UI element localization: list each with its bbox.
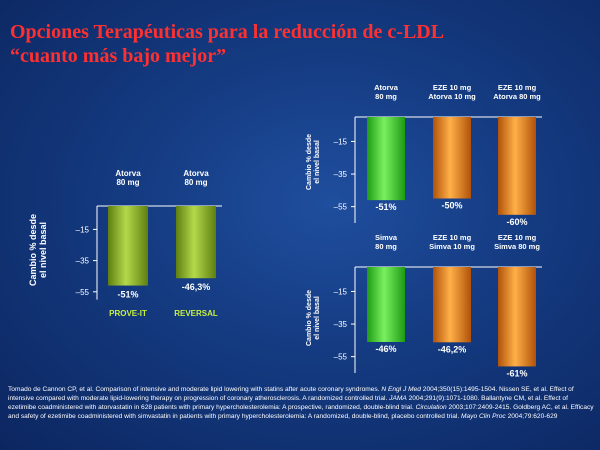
- category-label: EZE 10 mg: [498, 83, 537, 92]
- y-tick-label: –35: [76, 257, 90, 266]
- y-axis-label-line: el nivel basal: [314, 296, 321, 340]
- category-label: 80 mg: [375, 242, 397, 251]
- y-tick-label: –55: [334, 203, 348, 212]
- footnote-journal: Circulation: [415, 404, 447, 411]
- category-label: EZE 10 mg: [498, 233, 537, 242]
- y-axis-label-line: Cambio % desde: [306, 290, 313, 346]
- bar: [367, 117, 405, 201]
- data-label: -46,2%: [438, 344, 467, 354]
- category-label: Atorva 80 mg: [493, 92, 541, 101]
- chart-1: –15 –35 –55 Cambio % desdeel nivel basal Ato…: [28, 169, 222, 318]
- y-tick-label: –55: [76, 288, 90, 297]
- data-label: -50%: [441, 201, 462, 211]
- y-tick-label: –15: [76, 225, 90, 234]
- y-axis-label: Cambio % desdeel nivel basal: [28, 214, 48, 286]
- slide-title: Opciones Terapéuticas para la reducción …: [10, 20, 595, 68]
- category-label: Atorva: [115, 169, 141, 178]
- category-label: Atorva 10 mg: [428, 92, 476, 101]
- category-label: EZE 10 mg: [433, 233, 472, 242]
- y-axis-label-line: Cambio % desde: [306, 134, 313, 190]
- y-axis-label: Cambio % desdeel nivel basal: [306, 290, 321, 346]
- data-label: -46,3%: [182, 282, 211, 292]
- y-axis-label-line: el nivel basal: [314, 140, 321, 184]
- footnote-text: 2004;291(9):1071-1080. Ballantyne CM, et…: [8, 395, 568, 411]
- data-label: -51%: [375, 202, 396, 212]
- y-tick-label: –15: [334, 287, 348, 296]
- footnote-text: 2003;107:2409-2415. Goldberg AC, et al. …: [8, 404, 594, 420]
- bar: [108, 206, 148, 286]
- footnote-journal: N Engl J Med: [381, 386, 421, 393]
- category-label: Simva 80 mg: [494, 242, 540, 251]
- y-axis-label-line: Cambio % desde: [28, 214, 38, 286]
- data-label: -51%: [117, 290, 138, 300]
- footnote-text: 2004;350(15):1495-1504. Nissen SE, et al…: [8, 386, 574, 402]
- footnote-journal: JAMA: [389, 395, 407, 402]
- chart-3: –15 –35 –55 Cambio % desdeel nivel basal Sim…: [306, 233, 542, 378]
- y-axis-label-line: el nivel basal: [38, 222, 48, 278]
- footnote-references: Tomado de Cannon CP, et al. Comparison o…: [8, 385, 596, 421]
- y-axis-label: Cambio % desdeel nivel basal: [306, 134, 321, 190]
- trial-label: REVERSAL: [174, 309, 218, 318]
- category-label: Atorva: [183, 169, 209, 178]
- category-label: 80 mg: [184, 178, 207, 187]
- y-tick-label: –15: [334, 137, 348, 146]
- bar: [433, 117, 471, 199]
- footnote-journal: Mayo Clin Proc: [461, 413, 506, 420]
- category-label: 80 mg: [116, 178, 139, 187]
- chart-2: –15 –35 –55 Cambio % desdeel nivel basal Ato…: [306, 83, 542, 227]
- y-tick-label: –35: [334, 320, 348, 329]
- footnote-text: Tomado de Cannon CP, et al. Comparison o…: [8, 386, 382, 393]
- footnote-text: 2004;79:620-629: [505, 413, 558, 420]
- y-tick-label: –35: [334, 170, 348, 179]
- bar: [367, 267, 405, 342]
- data-label: -46%: [375, 344, 396, 354]
- bar: [176, 206, 216, 279]
- category-label: Atorva: [374, 83, 399, 92]
- data-label: -61%: [506, 368, 527, 378]
- data-label: -60%: [506, 217, 527, 227]
- title-line-2: “cuanto más bajo mejor”: [10, 45, 227, 67]
- category-label: EZE 10 mg: [433, 83, 472, 92]
- category-label: 80 mg: [375, 92, 397, 101]
- category-label: Simva 10 mg: [429, 242, 475, 251]
- bar: [498, 117, 536, 215]
- trial-label: PROVE-IT: [109, 309, 147, 318]
- title-line-1: Opciones Terapéuticas para la reducción …: [10, 21, 445, 43]
- bar: [433, 267, 471, 343]
- bar: [498, 267, 536, 367]
- y-tick-label: –55: [334, 353, 348, 362]
- category-label: Simva: [375, 233, 398, 242]
